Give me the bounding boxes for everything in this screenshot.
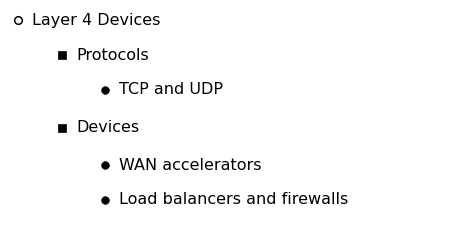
Text: Devices: Devices	[76, 120, 139, 135]
Text: TCP and UDP: TCP and UDP	[119, 83, 222, 98]
Text: Protocols: Protocols	[76, 48, 148, 63]
Text: Layer 4 Devices: Layer 4 Devices	[32, 13, 160, 28]
Text: Load balancers and firewalls: Load balancers and firewalls	[119, 193, 348, 208]
Text: WAN accelerators: WAN accelerators	[119, 158, 261, 173]
